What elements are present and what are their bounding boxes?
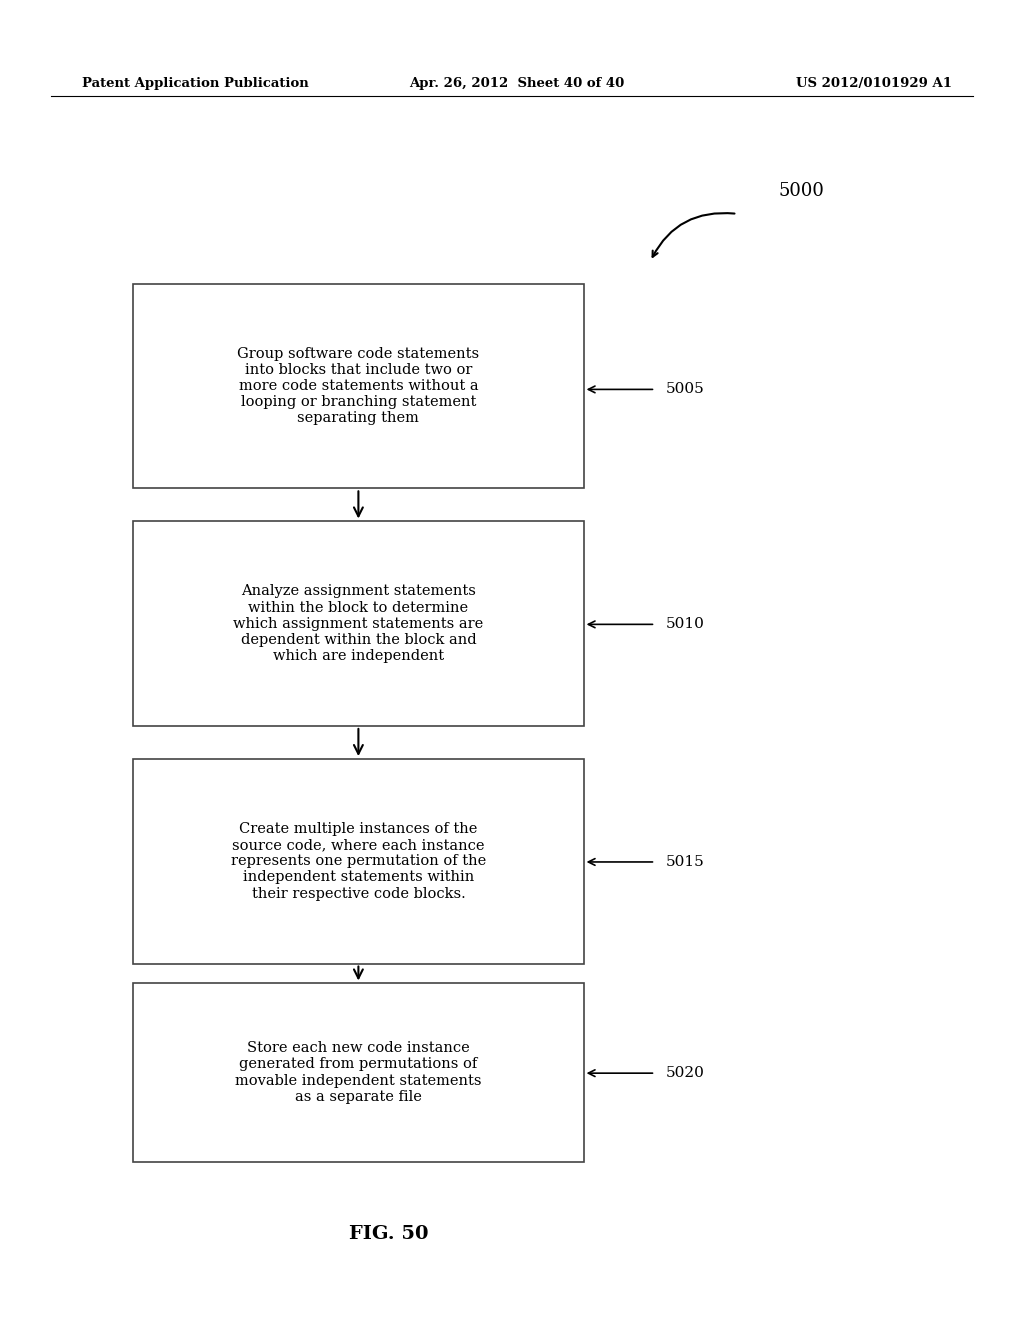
- Text: 5020: 5020: [666, 1067, 705, 1080]
- Text: 5010: 5010: [666, 618, 705, 631]
- FancyBboxPatch shape: [133, 284, 584, 488]
- Text: Patent Application Publication: Patent Application Publication: [82, 77, 308, 90]
- Text: 5000: 5000: [778, 182, 824, 201]
- Text: FIG. 50: FIG. 50: [349, 1225, 429, 1243]
- Text: Analyze assignment statements
within the block to determine
which assignment sta: Analyze assignment statements within the…: [233, 585, 483, 663]
- FancyBboxPatch shape: [133, 521, 584, 726]
- FancyBboxPatch shape: [133, 759, 584, 964]
- Text: Apr. 26, 2012  Sheet 40 of 40: Apr. 26, 2012 Sheet 40 of 40: [410, 77, 625, 90]
- Text: Group software code statements
into blocks that include two or
more code stateme: Group software code statements into bloc…: [238, 347, 479, 425]
- Text: Store each new code instance
generated from permutations of
movable independent : Store each new code instance generated f…: [236, 1041, 481, 1104]
- Text: 5015: 5015: [666, 855, 705, 869]
- Text: Create multiple instances of the
source code, where each instance
represents one: Create multiple instances of the source …: [230, 822, 486, 900]
- FancyBboxPatch shape: [133, 983, 584, 1162]
- Text: US 2012/0101929 A1: US 2012/0101929 A1: [797, 77, 952, 90]
- Text: 5005: 5005: [666, 383, 705, 396]
